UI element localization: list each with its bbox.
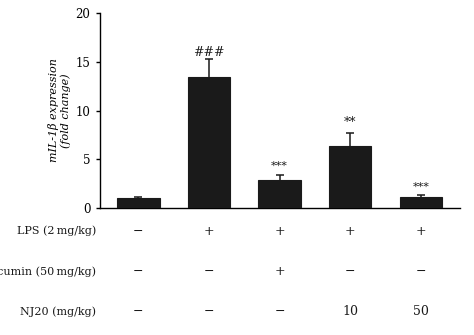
Text: −: −: [204, 305, 214, 318]
Text: −: −: [274, 305, 285, 318]
Text: −: −: [133, 225, 144, 238]
Text: ***: ***: [412, 182, 429, 192]
Bar: [400, 197, 442, 208]
Text: ***: ***: [271, 161, 288, 171]
Y-axis label: mIL-1β expression
(fold change): mIL-1β expression (fold change): [48, 59, 72, 162]
Text: +: +: [204, 225, 214, 238]
Text: **: **: [344, 116, 356, 129]
Text: −: −: [416, 265, 426, 278]
Text: Curcumin (50 mg/kg): Curcumin (50 mg/kg): [0, 266, 96, 277]
Text: −: −: [345, 265, 356, 278]
Text: +: +: [274, 265, 285, 278]
Bar: [329, 146, 372, 208]
Text: NJ20 (mg/kg): NJ20 (mg/kg): [20, 306, 96, 317]
Text: LPS (2 mg/kg): LPS (2 mg/kg): [17, 226, 96, 237]
Bar: [258, 180, 301, 208]
Text: ###: ###: [193, 46, 225, 59]
Bar: [188, 77, 230, 208]
Bar: [117, 198, 160, 208]
Text: +: +: [274, 225, 285, 238]
Text: 10: 10: [342, 305, 358, 318]
Text: +: +: [345, 225, 356, 238]
Text: 50: 50: [413, 305, 429, 318]
Text: −: −: [204, 265, 214, 278]
Text: +: +: [416, 225, 426, 238]
Text: −: −: [133, 305, 144, 318]
Text: −: −: [133, 265, 144, 278]
